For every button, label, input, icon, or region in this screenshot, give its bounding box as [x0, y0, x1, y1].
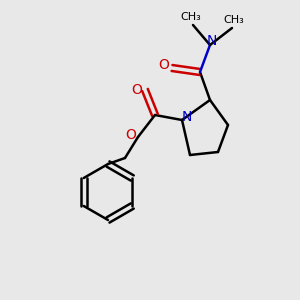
Text: O: O — [126, 128, 136, 142]
Text: N: N — [207, 34, 217, 48]
Text: CH₃: CH₃ — [181, 12, 201, 22]
Text: O: O — [132, 83, 142, 97]
Text: N: N — [182, 110, 192, 124]
Text: O: O — [159, 58, 170, 72]
Text: CH₃: CH₃ — [224, 15, 244, 25]
